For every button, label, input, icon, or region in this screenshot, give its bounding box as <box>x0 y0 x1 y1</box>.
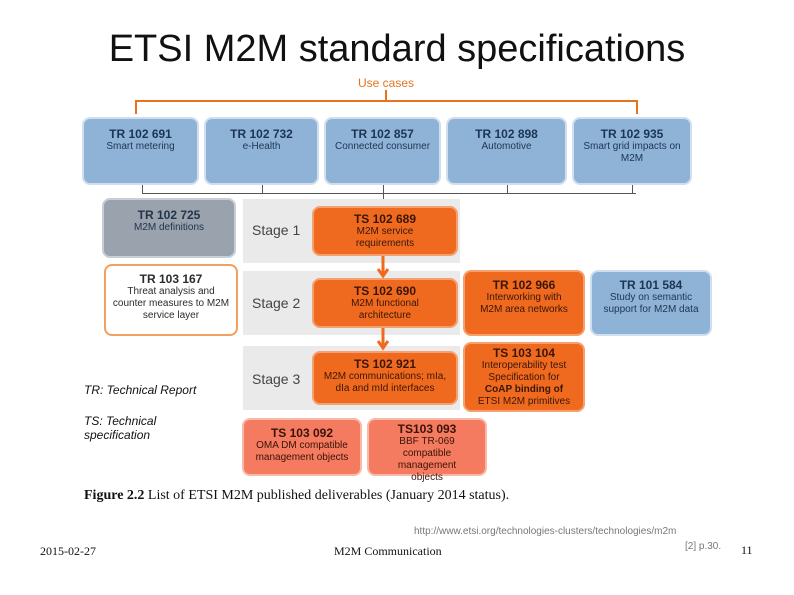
semantic-support-box: TR 101 584 Study on semantic support for… <box>590 270 712 336</box>
use-case-id: TR 102 732 <box>230 127 293 141</box>
use-case-ehealth: TR 102 732 e-Health <box>204 117 319 185</box>
use-cases-bracket <box>135 100 638 102</box>
bracket-left-end <box>135 100 137 114</box>
doc-id: TR 101 584 <box>619 278 683 292</box>
use-case-id: TR 102 935 <box>600 127 664 141</box>
use-case-desc: Connected consumer <box>334 141 431 152</box>
doc-desc-bold: CoAP binding of <box>484 384 564 395</box>
footer-date: 2015-02-27 <box>40 544 96 558</box>
doc-id: TR 102 725 <box>137 208 201 222</box>
use-case-id: TR 102 691 <box>109 127 172 141</box>
doc-desc: M2M communications; mIa, dIa and mId int… <box>323 371 447 394</box>
oma-dm-box: TS 103 092 OMA DM compatible management … <box>242 418 362 476</box>
doc-desc: M2M service requirements <box>355 226 415 249</box>
definitions-box: TR 102 725 M2M definitions <box>102 198 236 258</box>
figure-caption-label: Figure 2.2 <box>84 488 145 503</box>
threat-analysis-box: TR 103 167 Threat analysis and counter m… <box>104 264 238 336</box>
stage2-label: Stage 2 <box>252 295 301 311</box>
doc-desc: Interoperability test Specification for <box>481 360 567 383</box>
slide-title: ETSI M2M standard specifications <box>108 28 686 70</box>
use-case-desc: Smart grid impacts on M2M <box>583 141 681 164</box>
connector <box>262 185 263 194</box>
stage1-spec-box: TS 102 689 M2M service requirements <box>312 206 458 256</box>
source-reference: [2] p.30. <box>685 541 722 552</box>
doc-id: TR 102 966 <box>492 278 556 292</box>
interworking-box: TR 102 966 Interworking with M2M area ne… <box>463 270 585 336</box>
coap-binding-box: TS 103 104 Interoperability test Specifi… <box>463 342 585 412</box>
connector <box>632 185 633 194</box>
use-cases-connector <box>385 90 387 100</box>
connector <box>383 185 384 206</box>
legend-tr: TR: Technical Report <box>84 383 197 397</box>
use-case-smart-metering: TR 102 691 Smart metering <box>82 117 199 185</box>
source-url: http://www.etsi.org/technologies-cluster… <box>414 526 677 537</box>
doc-id: TS 102 690 <box>353 284 417 298</box>
stage3-label: Stage 3 <box>252 371 301 387</box>
use-case-smart-grid: TR 102 935 Smart grid impacts on M2M <box>572 117 692 185</box>
doc-id: TS 103 092 <box>270 426 334 440</box>
use-case-id: TR 102 857 <box>351 127 414 141</box>
bracket-right-end <box>636 100 638 114</box>
use-case-id: TR 102 898 <box>475 127 538 141</box>
doc-id: TS 102 689 <box>353 212 417 226</box>
down-arrow-icon <box>377 328 389 351</box>
figure-caption-text: List of ETSI M2M published deliverables … <box>147 488 510 503</box>
doc-id: TR 103 167 <box>139 272 203 286</box>
footer-center: M2M Communication <box>334 544 442 558</box>
doc-desc: OMA DM compatible management objects <box>255 440 349 463</box>
doc-id: TS 102 921 <box>353 357 417 371</box>
use-cases-label: Use cases <box>357 76 415 90</box>
doc-desc: Study on semantic support for M2M data <box>603 292 699 315</box>
doc-id: TS103 093 <box>397 422 457 436</box>
connector <box>142 185 143 194</box>
use-cases-merge-line <box>142 193 636 194</box>
use-case-desc: Smart metering <box>106 141 175 152</box>
use-case-automotive: TR 102 898 Automotive <box>446 117 567 185</box>
doc-desc: M2M definitions <box>133 222 205 233</box>
doc-desc: M2M functional architecture <box>351 298 419 321</box>
page-number: 11 <box>741 543 753 557</box>
down-arrow-icon <box>377 256 389 279</box>
connector <box>507 185 508 194</box>
legend-ts: TS: Technical specification <box>84 414 157 442</box>
stage2-spec-box: TS 102 690 M2M functional architecture <box>312 278 458 328</box>
figure-caption: Figure 2.2 List of ETSI M2M published de… <box>84 488 509 504</box>
use-case-desc: e-Health <box>242 141 281 152</box>
doc-desc: BBF TR-069 compatible management objects <box>397 436 457 483</box>
stage3-spec-box: TS 102 921 M2M communications; mIa, dIa … <box>312 351 458 405</box>
bbf-tr069-box: TS103 093 BBF TR-069 compatible manageme… <box>367 418 487 483</box>
doc-desc: Threat analysis and counter measures to … <box>112 286 230 321</box>
doc-desc-post: ETSI M2M primitives <box>477 396 571 407</box>
stage1-label: Stage 1 <box>252 222 301 238</box>
use-case-desc: Automotive <box>481 141 532 152</box>
use-case-connected-consumer: TR 102 857 Connected consumer <box>324 117 441 185</box>
doc-desc: Interworking with M2M area networks <box>480 292 568 315</box>
doc-id: TS 103 104 <box>492 346 556 360</box>
